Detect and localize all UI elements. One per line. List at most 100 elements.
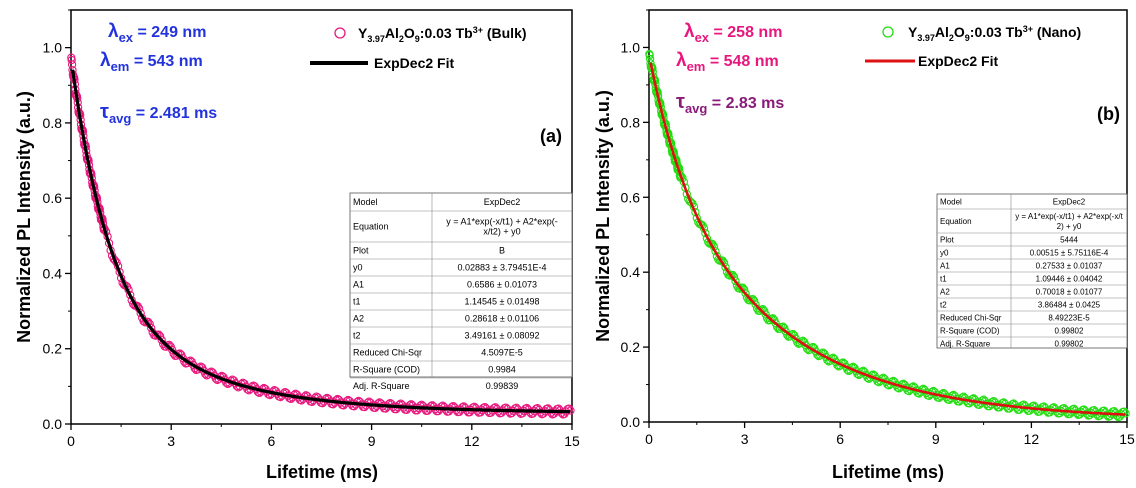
panel-b-fit-table-value: 0.99802 [1055,340,1084,349]
panel-b-data-point [721,263,730,272]
panel-a-fit-table-value: 4.5097E-5 [481,348,523,358]
panel-b-fit-table-key: R-Square (COD) [940,327,1000,336]
panel-b-y-tick-label: 0.2 [621,339,641,355]
panel-b-x-axis-label: Lifetime (ms) [832,462,944,482]
panel-b-fit-table-box [936,193,1128,349]
panel-a-x-tick-label: 9 [368,433,376,449]
panel-b-data-point [741,289,750,298]
panel-a-fit-table-key: A2 [353,314,364,324]
panel-b-legend-fit-label: ExpDec2 Fit [918,53,998,69]
panel-a-y-tick-label: 1.0 [43,40,63,56]
panel-a-legend-marker [334,27,346,39]
panel-b-fit-table-key: A2 [940,288,950,297]
panel-b-fit-table-key: y0 [940,249,949,258]
panel-b-y-tick-label: 0.6 [621,189,641,205]
panel-b-fit-table-value: 8.49223E-5 [1048,314,1090,323]
panel-a-data-point [416,401,425,410]
panel-a-fit-table-value: y = A1*exp(-x/t1) + A2*exp(- [446,217,558,227]
panel-a-data-point [67,55,76,65]
panel-a-fit-table-value: 0.02883 ± 3.79451E-4 [457,263,546,273]
panel-b-x-tick-label: 3 [741,431,749,447]
panel-a-fit-table-key: Model [353,197,378,207]
panel-a-annotations: λex = 249 nm λem = 543 nm τavg = 2.481 m… [100,21,217,126]
panel-a-fit-table-value: 0.99839 [486,381,519,391]
panel-b-y-tick-label: 0.8 [621,114,641,130]
panel-b-fit-table-key: Adj. R-Square [940,340,991,349]
panel-b-fit-table-key: Equation [940,217,972,226]
panel-b-x-tick-label: 0 [645,431,653,447]
panel-b-tau: τavg = 2.83 ms [676,91,784,116]
panel-b-ticks: 0 3 6 9 12 15 0.0 0.2 0.4 0.6 0.8 1.0 [621,9,1135,447]
panel-a-data-point [136,309,145,318]
panel-b-x-tick-label: 6 [836,431,844,447]
panel-a-fit-table-key: R-Square (COD) [353,365,420,375]
panel-a-fit-line [71,69,571,414]
panel-b-fit-line [649,62,1126,416]
panel-b-emission: λem = 548 nm [676,50,779,74]
panel-a-data-point [384,400,393,409]
panel-a: 0 3 6 9 12 15 0.0 0.2 0.4 0.6 0.8 1.0 Lifetime (ms)… [14,9,580,482]
panel-a-fit-table-value: B [499,246,505,256]
panel-b-fit-table-value: 0.70018 ± 0.01077 [1036,288,1103,297]
panel-a-y-tick-label: 0.4 [43,265,63,281]
panel-b-legend: Y3.97Al2O9:0.03 Tb3+ (Nano) ExpDec2 Fit [865,24,1081,69]
panel-a-y-tick-label: 0.2 [43,341,63,357]
panel-b-fit-table-key: Model [940,198,962,207]
panel-b-data-point [711,247,720,256]
panel-b-excitation: λex = 258 nm [684,21,782,45]
panel-a-y-tick-label: 0.8 [43,115,63,131]
panel-a-ticks: 0 3 6 9 12 15 0.0 0.2 0.4 0.6 0.8 1.0 [43,9,580,449]
panel-a-fit-table-key: Reduced Chi-Sqr [353,348,422,358]
panel-b-fit-table-value: 0.00515 ± 5.75116E-4 [1030,249,1109,258]
panel-a-label: (a) [540,126,562,146]
panel-a-y-tick-label: 0.0 [43,416,63,432]
panel-a-fit-table-key: y0 [353,263,363,273]
panel-a-fit-table-box [349,192,573,378]
panel-b-legend-marker [882,26,894,38]
panel-a-fit-table-key: Plot [353,246,369,256]
panel-a-data-point [67,60,77,69]
panel-b: 0 3 6 9 12 15 0.0 0.2 0.4 0.6 0.8 1.0 Lifetime (ms)… [593,9,1135,482]
panel-b-fit-table-value: ExpDec2 [1053,198,1086,207]
panel-b-fit-table-value: 5444 [1060,236,1078,245]
panel-a-fit-table: Model ExpDec2 Equation y = A1*exp(-x/t1) + … [349,192,573,391]
panel-a-fit-table-key: Equation [353,222,389,232]
panel-a-x-tick-label: 12 [464,433,480,449]
panel-a-fit-table-key: A1 [353,280,364,290]
panel-a-fit-table-key: t2 [353,331,361,341]
panel-a-fit-table-key: t1 [353,297,361,307]
panel-b-fit-table-value: 3.86484 ± 0.0425 [1038,301,1101,310]
panel-a-fit-table-value: 3.49161 ± 0.08092 [464,331,539,341]
panel-a-x-tick-label: 0 [67,433,75,449]
panel-b-data-point [701,229,710,238]
panel-a-x-tick-label: 15 [564,433,580,449]
panel-b-data-point [731,276,740,286]
panel-a-fit-table-value: 1.14545 ± 0.01498 [464,297,539,307]
panel-a-emission: λem = 543 nm [100,50,203,74]
panel-a-data-point [147,323,156,333]
panel-a-fit-table-value: 0.28618 ± 0.01106 [465,314,539,324]
panel-a-legend: Y3.97Al2O9:0.03 Tb3+ (Bulk) ExpDec2 Fit [310,25,527,71]
panel-a-legend-data-label: Y3.97Al2O9:0.03 Tb3+ (Bulk) [358,25,527,44]
panel-b-annotations: λex = 258 nm λem = 548 nm τavg = 2.83 ms [676,21,784,116]
panel-b-fit-table-value: 2) + y0 [1057,222,1082,231]
panel-b-fit-table-key: t2 [940,301,947,310]
panel-b-fit-table-key: Reduced Chi-Sqr [940,314,1002,323]
panel-a-x-axis-label: Lifetime (ms) [266,462,378,482]
panel-b-fit-table-key: Plot [940,236,955,245]
panel-a-data-point [395,400,404,409]
panel-a-data-point [405,401,414,410]
panel-a-x-tick-label: 6 [268,433,276,449]
panel-b-fit-table-value: 1.09446 ± 0.04042 [1036,275,1103,284]
panel-b-legend-data-label: Y3.97Al2O9:0.03 Tb3+ (Nano) [908,24,1081,43]
panel-a-fit-table-value: x/t2) + y0 [483,227,520,237]
panel-a-fit-table-value: ExpDec2 [484,197,521,207]
panel-b-fit-table: Model ExpDec2 Equation y = A1*exp(-x/t1) + … [936,193,1128,349]
panel-b-y-axis-label: Normalized PL Intensity (a.u.) [593,90,613,342]
panel-b-fit-table-key: t1 [940,275,947,284]
panel-b-data-point [645,51,654,60]
panel-b-fit-table-value: 0.99802 [1055,327,1084,336]
panel-a-fit-table-key: Adj. R-Square [353,381,410,391]
